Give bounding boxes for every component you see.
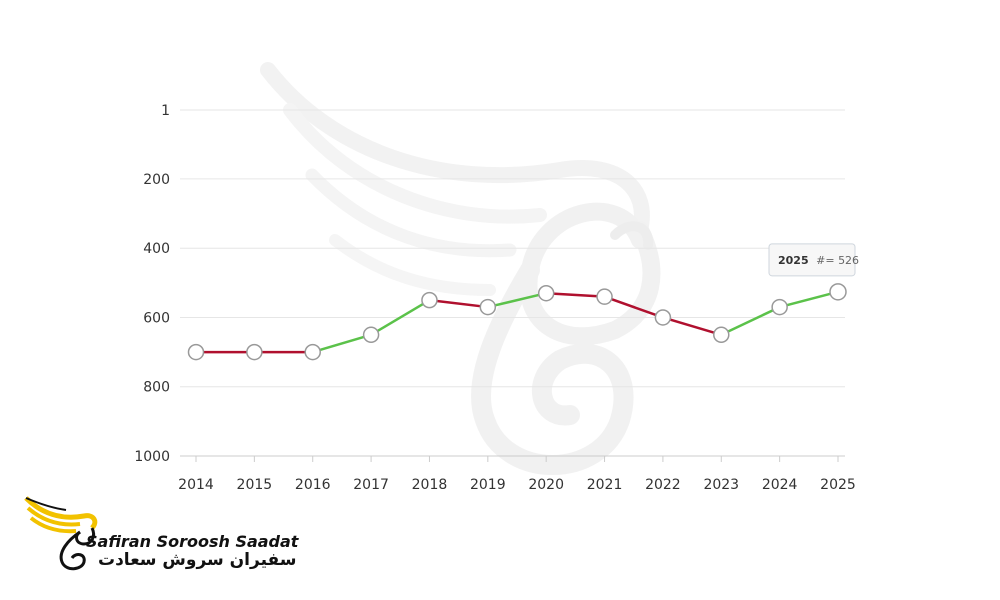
data-point[interactable] [654, 309, 672, 326]
tooltip-text: 2025 #= 526 [778, 254, 859, 267]
tooltip-box [768, 243, 856, 277]
y-tick-label: 1 [161, 103, 170, 119]
data-point[interactable] [187, 343, 205, 361]
data-point[interactable] [421, 291, 438, 309]
data-point[interactable] [596, 288, 613, 305]
data-points [187, 283, 847, 361]
x-tick-label: 2022 [645, 477, 681, 493]
x-tick-label: 2017 [353, 477, 389, 493]
data-point[interactable] [479, 298, 497, 316]
highlighted-data-point[interactable] [829, 283, 847, 301]
series-line [194, 290, 840, 354]
series-segment [778, 290, 840, 309]
y-tick-label: 600 [143, 310, 170, 326]
x-tick-label: 2025 [820, 477, 856, 493]
y-tick-label: 200 [143, 172, 170, 188]
swan-watermark-icon [260, 62, 661, 475]
x-tick-label: 2019 [470, 477, 506, 493]
y-tick-label: 400 [143, 241, 170, 257]
data-point[interactable] [713, 326, 730, 344]
x-tick-label: 2020 [528, 477, 564, 493]
company-logo: Safiran Soroosh Saadat سفیران سروش سعادت [22, 494, 298, 576]
data-point[interactable] [771, 298, 788, 316]
tooltip-value: 526 [838, 254, 859, 267]
x-tick-label: 2015 [237, 477, 273, 493]
logo-latin-text: Safiran Soroosh Saadat [86, 532, 299, 551]
series-segment [603, 295, 665, 319]
x-tick-label: 2024 [762, 477, 798, 493]
x-tick-label: 2021 [587, 477, 623, 493]
x-tick-label: 2014 [178, 477, 214, 493]
y-tick-label: 800 [143, 380, 170, 396]
x-axis: 2014 2015 2016 2017 2018 2019 2020 2021 2022 2023… [178, 456, 856, 493]
series-segment [486, 291, 548, 309]
swan-logo-icon [24, 496, 98, 571]
data-point[interactable] [246, 343, 263, 361]
x-tick-label: 2018 [412, 477, 448, 493]
data-point[interactable] [304, 343, 321, 361]
series-segment [720, 305, 781, 337]
tooltip: 2025 #= 526 [768, 243, 859, 277]
data-point[interactable] [537, 284, 555, 302]
grid-lines [180, 109, 845, 457]
y-axis: 1 200 400 600 800 1000 [134, 103, 170, 465]
series-segment [661, 316, 723, 337]
tooltip-year: 2025 [778, 254, 809, 267]
series-segment [311, 333, 373, 354]
logo-persian-text: سفیران سروش سعادت [98, 550, 297, 570]
series-segment [428, 298, 490, 309]
series-segment [369, 298, 431, 337]
y-tick-label: 1000 [134, 449, 170, 465]
x-tick-label: 2016 [295, 477, 331, 493]
x-tick-label: 2023 [703, 477, 739, 493]
series-segment [544, 291, 606, 298]
tooltip-prefix: #= [816, 254, 834, 267]
data-point[interactable] [362, 326, 380, 344]
